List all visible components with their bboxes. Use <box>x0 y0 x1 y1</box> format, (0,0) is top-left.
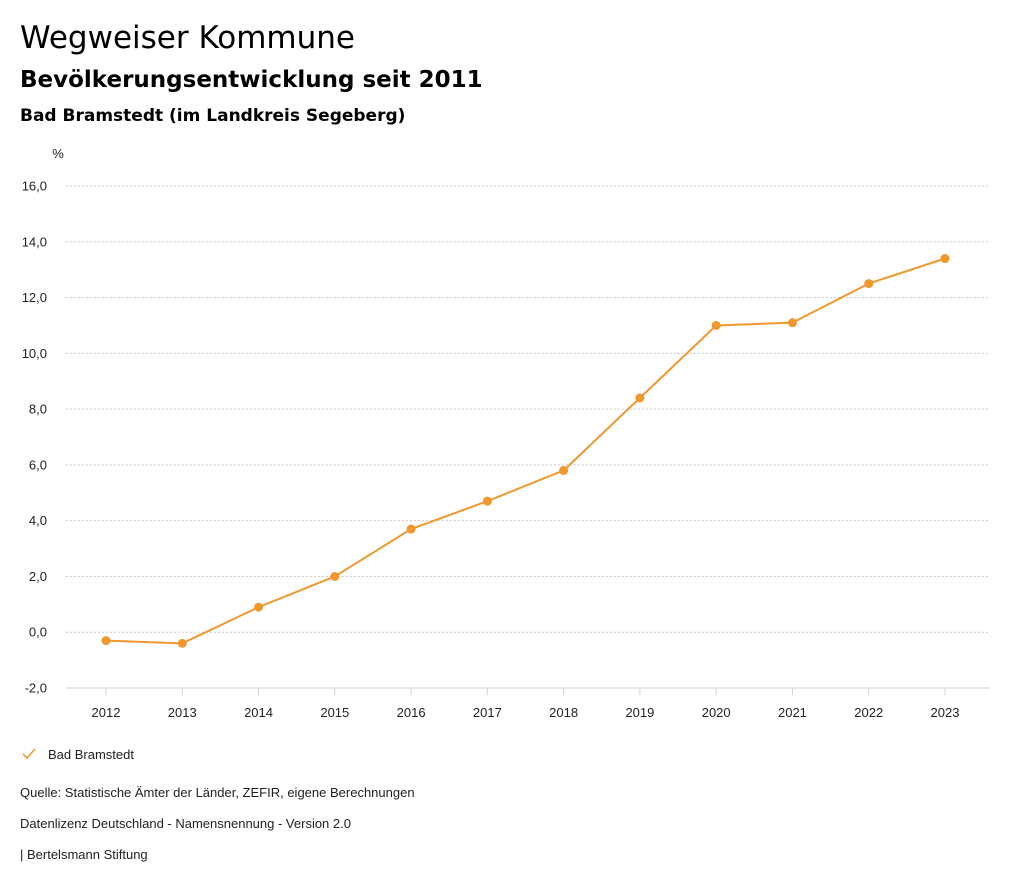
grid-lines <box>66 185 990 689</box>
legend-item-bad-bramstedt[interactable]: Bad Bramstedt <box>22 744 134 764</box>
data-point[interactable] <box>787 318 797 328</box>
check-icon <box>22 748 36 759</box>
source-note: Quelle: Statistische Ämter der Länder, Z… <box>20 785 415 800</box>
x-tick-label: 2014 <box>244 705 273 720</box>
data-point[interactable] <box>864 279 874 289</box>
x-tick-label: 2021 <box>778 705 807 720</box>
data-point[interactable] <box>177 638 187 648</box>
line-chart: % -2,0 0,0 2,0 4,0 6,0 8,0 10,0 12,0 14,0 16,0 20… <box>22 146 990 720</box>
series-line <box>105 257 946 645</box>
y-axis-ticks: -2,0 0,0 2,0 4,0 6,0 8,0 10,0 12,0 14,0 16,0 <box>22 179 47 696</box>
x-tick-label: 2018 <box>549 705 578 720</box>
x-tick-label: 2013 <box>168 705 197 720</box>
legend-label: Bad Bramstedt <box>48 746 134 762</box>
y-tick-label: -2,0 <box>25 681 47 696</box>
data-point[interactable] <box>330 571 340 581</box>
publisher-note: | Bertelsmann Stiftung <box>20 847 148 862</box>
y-tick-label: 14,0 <box>22 234 47 249</box>
y-tick-label: 12,0 <box>22 290 47 305</box>
y-tick-label: 4,0 <box>29 513 47 528</box>
y-tick-label: 6,0 <box>29 457 47 472</box>
y-tick-label: 10,0 <box>22 346 47 361</box>
x-tick-label: 2023 <box>931 705 960 720</box>
license-note: Datenlizenz Deutschland - Namensnennung … <box>20 816 351 831</box>
data-point[interactable] <box>711 320 721 330</box>
data-point[interactable] <box>101 636 111 646</box>
chart-subtitle: Bevölkerungsentwicklung seit 2011 <box>20 67 483 93</box>
x-tick-label: 2015 <box>320 705 349 720</box>
y-tick-label: 2,0 <box>29 569 47 584</box>
x-tick-label: 2020 <box>702 705 731 720</box>
region-label: Bad Bramstedt (im Landkreis Segeberg) <box>20 106 406 126</box>
data-point[interactable] <box>940 254 950 264</box>
y-tick-label: 0,0 <box>29 625 47 640</box>
x-tick-label: 2012 <box>92 705 121 720</box>
x-tick-label: 2016 <box>397 705 426 720</box>
data-point[interactable] <box>254 602 264 612</box>
x-tick-label: 2022 <box>854 705 883 720</box>
data-point[interactable] <box>482 496 492 506</box>
page-title: Wegweiser Kommune <box>20 20 355 56</box>
data-point[interactable] <box>635 393 645 403</box>
y-axis-unit: % <box>52 146 64 161</box>
data-point[interactable] <box>559 465 569 475</box>
series-group <box>101 254 950 648</box>
x-tick-label: 2019 <box>625 705 654 720</box>
y-tick-label: 8,0 <box>29 402 47 417</box>
data-point[interactable] <box>406 524 416 534</box>
y-tick-label: 16,0 <box>22 179 47 194</box>
x-tick-label: 2017 <box>473 705 502 720</box>
x-axis-ticks: 2012 2013 2014 2015 2016 2017 2018 2019 2020 2021… <box>92 688 960 720</box>
